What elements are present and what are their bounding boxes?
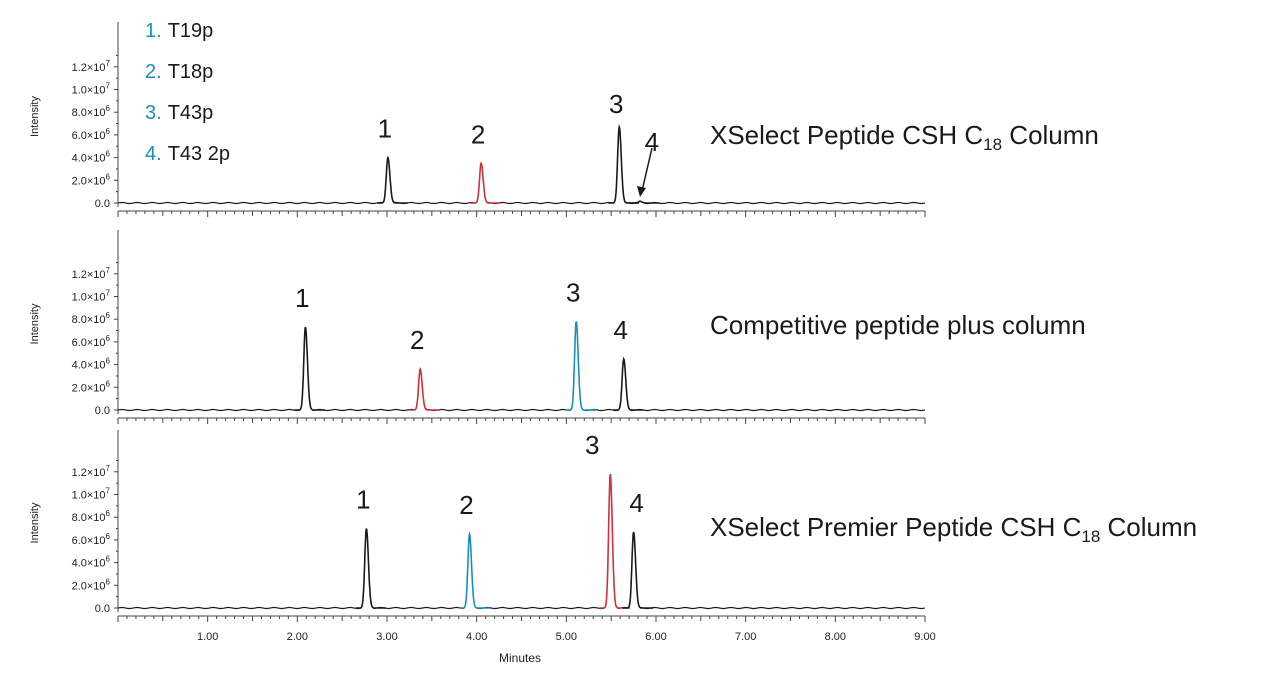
peak-trace-1 bbox=[377, 155, 408, 204]
x-tick-label: 5.00 bbox=[556, 631, 577, 643]
panel-2: 0.0 2.0×106 4.0×106 6.0×106 8.0×106 1.0×107 1.… bbox=[29, 230, 1086, 424]
y-tick-label: 0.0 bbox=[95, 603, 110, 615]
peak-trace-3 bbox=[599, 473, 630, 609]
y-tick-label: 6.0×106 bbox=[72, 334, 111, 349]
y-tick-label: 1.2×107 bbox=[72, 266, 111, 281]
y-tick-label: 6.0×106 bbox=[72, 532, 111, 547]
y-tick-label: 1.0×107 bbox=[72, 289, 111, 304]
y-tick-label: 8.0×106 bbox=[72, 509, 111, 524]
y-tick-label: 1.2×107 bbox=[72, 59, 111, 74]
y-tick-label: 2.0×106 bbox=[72, 379, 111, 394]
y-axis-title: Intensity bbox=[29, 303, 41, 344]
y-axis-title: Intensity bbox=[29, 502, 41, 543]
x-tick-label: 6.00 bbox=[645, 631, 666, 643]
y-tick-label: 2.0×106 bbox=[72, 172, 111, 187]
legend: 1. T19p 2. T18p 3. T43p 4. T43 2p bbox=[145, 20, 230, 165]
peak-label-2: 2 bbox=[410, 325, 424, 355]
x-tick-label: 9.00 bbox=[914, 631, 935, 643]
arrow-line bbox=[641, 147, 653, 192]
peak-label-3: 3 bbox=[585, 430, 599, 460]
peak-label-3: 3 bbox=[609, 89, 623, 119]
baseline-trace bbox=[117, 201, 926, 205]
peak-label-3: 3 bbox=[566, 277, 580, 307]
x-tick-labels: 1.00 2.00 3.00 4.00 5.00 6.00 7.00 8.00 9.00 bbox=[197, 631, 936, 643]
legend-text-3: T43p bbox=[168, 102, 214, 124]
peak-label-4: 4 bbox=[645, 127, 659, 157]
y-tick-label: 4.0×106 bbox=[72, 150, 111, 165]
column-label: Competitive peptide plus column bbox=[710, 310, 1086, 340]
legend-item-3: 3. T43p bbox=[145, 102, 213, 124]
column-label: XSelect Premier Peptide CSH C18 Column bbox=[710, 512, 1197, 546]
peak-trace-2 bbox=[409, 367, 440, 411]
panel-1: 0.0 2.0×106 4.0×106 6.0×106 8.0×106 1.0×107 1.… bbox=[29, 22, 1099, 217]
x-tick-label: 4.00 bbox=[466, 631, 487, 643]
x-tick-label: 2.00 bbox=[287, 631, 308, 643]
y-tick-label: 8.0×106 bbox=[72, 104, 111, 119]
peak-trace-4 bbox=[613, 356, 644, 411]
peak-label-4: 4 bbox=[629, 488, 643, 518]
panel-3: 0.0 2.0×106 4.0×106 6.0×106 8.0×106 1.0×107 1.… bbox=[29, 430, 1197, 622]
chromatogram-panels: 0.0 2.0×106 4.0×106 6.0×106 8.0×106 1.0×107 1.… bbox=[29, 22, 1197, 643]
arrow-head-icon bbox=[637, 186, 646, 197]
peak-label-1: 1 bbox=[295, 283, 309, 313]
legend-text-1: T19p bbox=[168, 20, 214, 42]
legend-item-2: 2. T18p bbox=[145, 61, 213, 83]
x-tick-label: 1.00 bbox=[197, 631, 218, 643]
legend-text-4: T43 2p bbox=[168, 143, 230, 165]
y-tick-label: 0.0 bbox=[95, 405, 110, 417]
baseline-trace bbox=[117, 606, 926, 610]
peak-trace-1 bbox=[355, 528, 387, 609]
peak-label-1: 1 bbox=[378, 114, 392, 144]
baseline-trace bbox=[117, 408, 926, 412]
legend-text-2: T18p bbox=[168, 61, 214, 83]
peak-trace-4 bbox=[629, 200, 660, 204]
y-tick-label: 4.0×106 bbox=[72, 555, 111, 570]
legend-item-4: 4. T43 2p bbox=[145, 143, 230, 165]
legend-number-4: 4. bbox=[145, 143, 162, 165]
y-tick-label: 0.0 bbox=[95, 198, 110, 210]
peak-trace-4 bbox=[622, 531, 654, 609]
y-axis-title: Intensity bbox=[29, 96, 41, 137]
peak-trace-2 bbox=[470, 161, 501, 204]
y-tick-label: 1.0×107 bbox=[72, 487, 111, 502]
x-tick-label: 8.00 bbox=[825, 631, 846, 643]
y-tick-label: 2.0×106 bbox=[72, 577, 111, 592]
y-tick-label: 8.0×106 bbox=[72, 311, 111, 326]
peak-4-arrow bbox=[637, 147, 653, 197]
y-tick-label: 6.0×106 bbox=[72, 127, 111, 142]
legend-item-1: 1. T19p bbox=[145, 20, 213, 42]
column-label: XSelect Peptide CSH C18 Column bbox=[710, 120, 1099, 154]
y-tick-label: 4.0×106 bbox=[72, 357, 111, 372]
peak-trace-1 bbox=[294, 326, 326, 411]
peak-label-2: 2 bbox=[459, 490, 473, 520]
legend-number-1: 1. bbox=[145, 20, 162, 42]
x-tick-label: 3.00 bbox=[376, 631, 397, 643]
legend-number-2: 2. bbox=[145, 61, 162, 83]
legend-number-3: 3. bbox=[145, 102, 162, 124]
peak-trace-3 bbox=[565, 321, 596, 411]
peak-label-4: 4 bbox=[613, 315, 627, 345]
y-tick-label: 1.0×107 bbox=[72, 82, 111, 97]
peak-label-2: 2 bbox=[471, 119, 485, 149]
peak-trace-3 bbox=[608, 123, 639, 204]
y-tick-label: 1.2×107 bbox=[72, 464, 111, 479]
x-axis-title: Minutes bbox=[499, 651, 541, 665]
peak-trace-2 bbox=[458, 531, 490, 609]
peak-label-1: 1 bbox=[356, 485, 370, 515]
x-tick-label: 7.00 bbox=[735, 631, 756, 643]
